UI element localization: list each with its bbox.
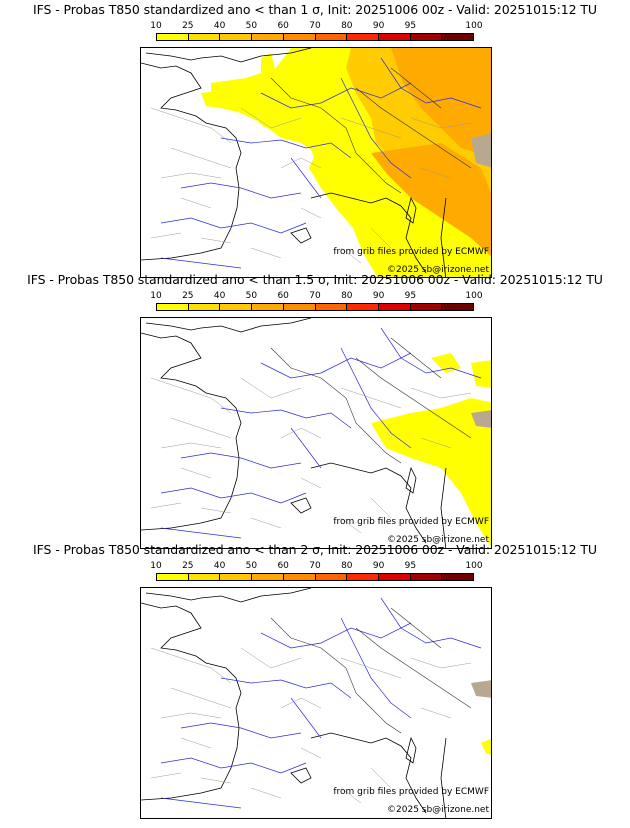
- legend-tick-label: 50: [245, 21, 258, 31]
- legend-tick-label: 80: [341, 21, 353, 31]
- legend-tick-label: 70: [309, 21, 321, 31]
- rivers: [160, 327, 482, 539]
- probability-map: from grib files provided by ECMWF ©2025 …: [140, 587, 492, 819]
- panel-title: IFS - Probas T850 standardized ano < tha…: [27, 272, 603, 287]
- country-borders: [270, 607, 472, 734]
- legend-color-bar: [156, 303, 474, 311]
- legend-tick-label: 25: [182, 291, 194, 301]
- legend-tick-label: 40: [213, 291, 226, 301]
- legend-tick-label: 95: [404, 291, 417, 301]
- legend-tick-label: 60: [277, 561, 289, 571]
- country-borders: [270, 67, 472, 194]
- legend-tick-label: 25: [182, 561, 194, 571]
- panel-title: IFS - Probas T850 standardized ano < tha…: [33, 2, 597, 17]
- admin-borders: [150, 377, 472, 534]
- legend-color-swatch: [410, 304, 443, 310]
- legend-color-swatch: [188, 304, 221, 310]
- legend-color-swatch: [188, 34, 221, 40]
- legend-color-swatch: [347, 304, 379, 310]
- legend-tick-label: 60: [277, 21, 289, 31]
- legend-color-swatch: [378, 34, 411, 40]
- probability-map: from grib files provided by ECMWF ©2025 …: [140, 47, 492, 278]
- credit-copyright: ©2025 sb@irizone.net: [387, 805, 489, 815]
- legend-color-swatch: [157, 304, 189, 310]
- credit-source: from grib files provided by ECMWF: [333, 247, 489, 257]
- legend-tick-label: 40: [213, 561, 226, 571]
- legend-color-swatch: [315, 574, 348, 580]
- legend-color-swatch: [347, 34, 379, 40]
- legend-color-swatch: [157, 574, 189, 580]
- map-panel-1sigma: IFS - Probas T850 standardized ano < tha…: [0, 0, 630, 278]
- map-panel-2sigma: IFS - Probas T850 standardized ano < tha…: [0, 540, 630, 819]
- legend-color-swatch: [442, 304, 474, 310]
- legend-color-swatch: [283, 574, 316, 580]
- credit-copyright: ©2025 sb@irizone.net: [387, 265, 489, 275]
- legend-color-swatch: [378, 304, 411, 310]
- legend-tick-label: 100: [465, 561, 483, 571]
- map-canvas: from grib files provided by ECMWF ©2025 …: [141, 588, 491, 818]
- legend-color-swatch: [315, 34, 348, 40]
- legend-tick-label: 80: [341, 561, 353, 571]
- legend-tick-label: 10: [150, 291, 162, 301]
- panel-title: IFS - Probas T850 standardized ano < tha…: [33, 542, 597, 557]
- legend-color-swatch: [283, 34, 316, 40]
- map-panel-1-5sigma: IFS - Probas T850 standardized ano < tha…: [0, 270, 630, 549]
- legend-color-bar: [156, 573, 474, 581]
- legend-tick-label: 60: [277, 291, 289, 301]
- coastline: [141, 318, 447, 548]
- legend-tick-label: 10: [150, 21, 162, 31]
- legend-color-swatch: [188, 574, 221, 580]
- coastline: [141, 588, 447, 818]
- legend-tick-label: 90: [372, 291, 385, 301]
- color-legend: 10 25 40 50 60 70 80 90 95 100: [150, 561, 483, 584]
- legend-tick-label: 95: [404, 561, 417, 571]
- country-borders: [270, 337, 472, 464]
- legend-tick-label: 100: [465, 291, 483, 301]
- coastline: [141, 48, 447, 277]
- legend-tick-label: 90: [372, 21, 385, 31]
- legend-tick-label: 95: [404, 21, 417, 31]
- legend-tick-label: 100: [465, 21, 483, 31]
- legend-color-swatch: [410, 34, 443, 40]
- legend-color-swatch: [315, 304, 348, 310]
- legend-color-swatch: [347, 574, 379, 580]
- legend-tick-label: 70: [309, 291, 321, 301]
- color-legend: 10 25 40 50 60 70 80 90 95 100: [150, 291, 483, 314]
- probability-shading: [201, 48, 491, 277]
- legend-color-swatch: [410, 574, 443, 580]
- legend-color-swatch: [252, 574, 284, 580]
- legend-color-swatch: [252, 304, 284, 310]
- probability-shading: [471, 680, 491, 756]
- legend-tick-label: 50: [245, 561, 258, 571]
- credit-source: from grib files provided by ECMWF: [333, 517, 489, 527]
- map-canvas: from grib files provided by ECMWF ©2025 …: [141, 48, 491, 277]
- legend-color-swatch: [283, 304, 316, 310]
- legend-color-swatch: [442, 34, 474, 40]
- legend-tick-label: 80: [341, 291, 353, 301]
- credit-source: from grib files provided by ECMWF: [333, 787, 489, 797]
- credit-copyright: ©2025 sb@irizone.net: [387, 535, 489, 545]
- map-canvas: from grib files provided by ECMWF ©2025 …: [141, 318, 491, 548]
- legend-tick-label: 70: [309, 561, 321, 571]
- legend-color-swatch: [220, 574, 253, 580]
- legend-color-swatch: [220, 304, 253, 310]
- legend-tick-label: 90: [372, 561, 385, 571]
- legend-color-swatch: [252, 34, 284, 40]
- legend-color-bar: [156, 33, 474, 41]
- legend-color-swatch: [220, 34, 253, 40]
- legend-color-swatch: [442, 574, 474, 580]
- probability-shading: [371, 353, 491, 547]
- legend-tick-label: 50: [245, 291, 258, 301]
- admin-borders: [150, 647, 472, 804]
- probability-map: from grib files provided by ECMWF ©2025 …: [140, 317, 492, 549]
- rivers: [160, 57, 482, 269]
- legend-color-swatch: [157, 34, 189, 40]
- legend-color-swatch: [378, 574, 411, 580]
- rivers: [160, 597, 482, 809]
- color-legend: 10 25 40 50 60 70 80 90 95 100: [150, 21, 483, 44]
- legend-tick-label: 40: [213, 21, 226, 31]
- admin-borders: [150, 107, 472, 264]
- legend-tick-label: 10: [150, 561, 162, 571]
- legend-tick-label: 25: [182, 21, 194, 31]
